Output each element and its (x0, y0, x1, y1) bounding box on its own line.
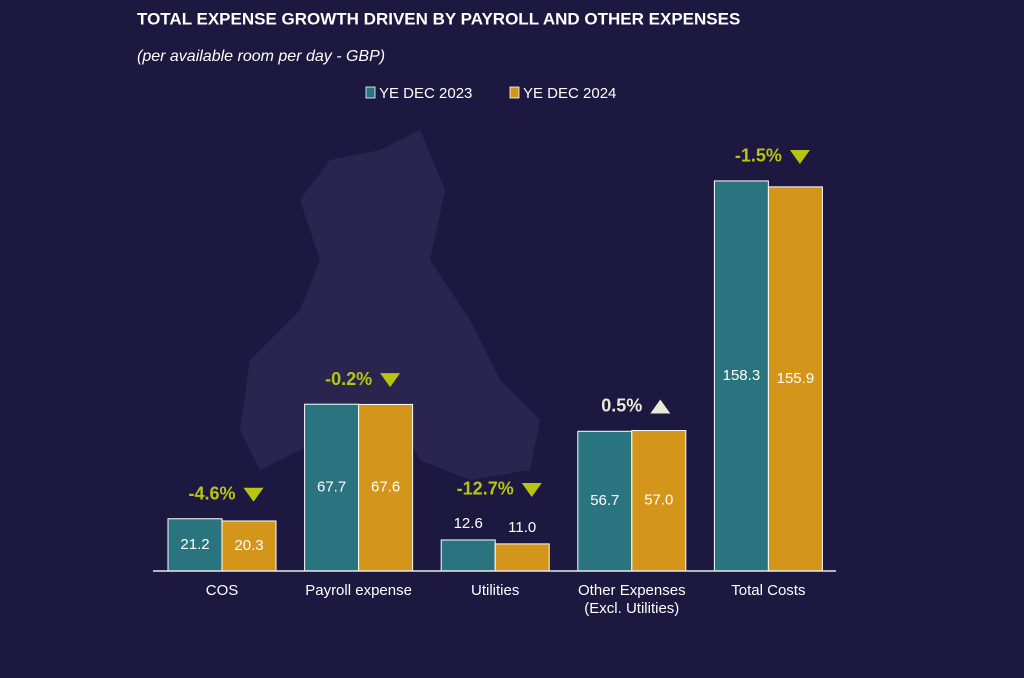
change-annotation: 0.5% (601, 395, 642, 415)
x-tick-label: Utilities (471, 582, 520, 599)
value-label: 21.2 (180, 536, 209, 553)
change-arrow (789, 149, 810, 164)
legend-swatch (509, 86, 520, 99)
bar (440, 539, 496, 572)
value-label: 12.6 (454, 515, 483, 532)
chart-subtitle: (per available room per day - GBP) (137, 48, 385, 65)
bar (631, 430, 687, 572)
change-arrow (521, 482, 542, 497)
bar (358, 403, 414, 572)
legend-label: YE DEC 2024 (523, 85, 616, 102)
value-label: 20.3 (234, 537, 263, 554)
x-tick-label: Other Expenses (Excl. Utilities) (578, 582, 686, 617)
bar (577, 430, 633, 572)
value-label: 158.3 (723, 367, 761, 384)
bar (221, 520, 277, 572)
change-annotation: -12.7% (457, 479, 514, 499)
legend-swatch (365, 86, 376, 99)
value-label: 67.6 (371, 479, 400, 496)
legend-label: YE DEC 2023 (379, 85, 472, 102)
x-tick-label: COS (205, 582, 239, 599)
change-arrow (243, 487, 264, 502)
value-label: 67.7 (317, 479, 346, 496)
change-annotation: -1.5% (735, 146, 782, 166)
value-label: 155.9 (777, 370, 815, 387)
map-background (240, 130, 540, 480)
change-arrow (650, 399, 671, 414)
change-annotation: -0.2% (325, 369, 372, 389)
bar (767, 186, 823, 572)
change-annotation: -4.6% (188, 484, 235, 504)
change-arrow (380, 373, 401, 388)
x-tick-label: Payroll expense (305, 582, 412, 599)
value-label: 56.7 (590, 492, 619, 509)
chart-title: TOTAL EXPENSE GROWTH DRIVEN BY PAYROLL A… (137, 9, 740, 28)
value-label: 11.0 (508, 519, 536, 536)
bar (494, 543, 550, 572)
bar (713, 180, 769, 572)
x-tick-label: Total Costs (731, 582, 806, 599)
value-label: 57.0 (644, 492, 673, 509)
